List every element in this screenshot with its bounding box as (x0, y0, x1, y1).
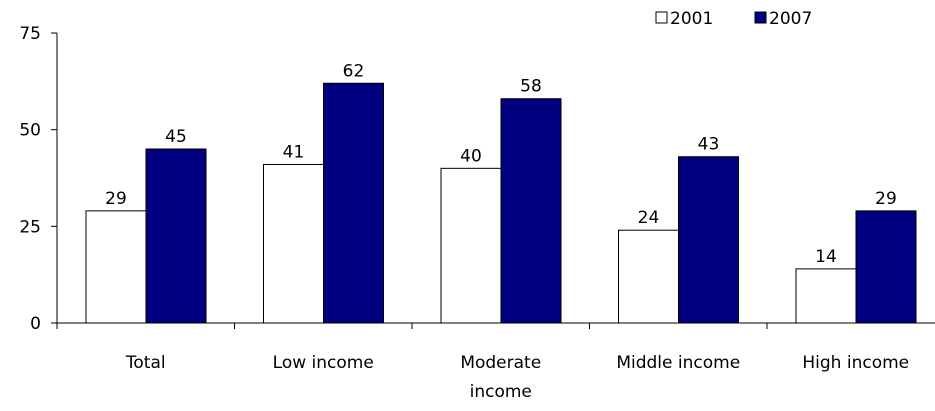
bar-2007-middle-income (679, 157, 739, 323)
legend: 2001 2007 (656, 9, 812, 29)
x-category-label: Low income (273, 353, 374, 373)
bar-2001-moderate-income (441, 168, 501, 323)
bar-2007-moderate-income (501, 99, 561, 323)
data-label-2007: 62 (343, 61, 365, 81)
bar-2001-high-income (796, 269, 856, 323)
y-tick-label: 75 (19, 24, 41, 44)
bar-2001-middle-income (619, 230, 679, 323)
bar-2007-high-income (856, 211, 916, 323)
y-tick-label: 50 (19, 121, 41, 141)
bar-2007-total (146, 149, 206, 323)
x-category-label: High income (802, 353, 909, 373)
bar-2001-total (86, 211, 146, 323)
data-label-2007: 45 (165, 127, 187, 147)
y-tick-label: 25 (19, 217, 41, 237)
legend-swatch-2007 (755, 12, 766, 23)
x-category-label: Total (125, 353, 166, 373)
data-label-2007: 43 (698, 135, 720, 155)
legend-label-2007: 2007 (769, 9, 812, 29)
bars (86, 83, 916, 323)
y-tick-label: 0 (30, 314, 41, 334)
data-label-2001: 41 (283, 142, 305, 162)
x-category-label: Moderate income (460, 353, 541, 402)
legend-label-2001: 2001 (670, 9, 713, 29)
data-label-2001: 29 (105, 189, 127, 209)
data-label-2007: 29 (875, 189, 897, 209)
data-label-2001: 14 (815, 247, 837, 267)
data-label-2001: 40 (460, 146, 482, 166)
legend-swatch-2001 (656, 12, 667, 23)
bar-2007-low-income (324, 83, 384, 323)
data-label-2007: 58 (520, 77, 542, 97)
x-category-label: Middle income (616, 353, 740, 373)
bar-2001-low-income (264, 164, 324, 323)
data-label-2001: 24 (638, 208, 660, 228)
